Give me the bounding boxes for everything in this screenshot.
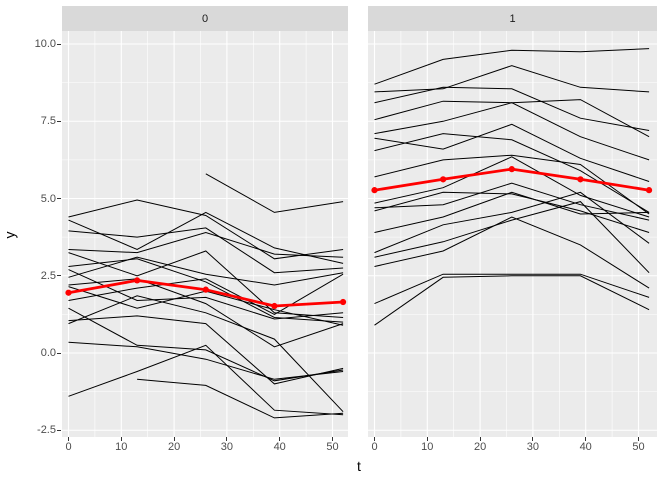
subject-line: [374, 48, 650, 85]
x-tick-mark: [226, 437, 228, 441]
facet-strip-label: 0: [201, 12, 209, 25]
subject-line: [374, 102, 650, 161]
x-tick-label: 30: [220, 441, 234, 453]
subject-line: [374, 191, 650, 233]
subject-line: [374, 191, 650, 254]
x-tick-mark: [332, 437, 333, 441]
y-tick-mark: [57, 120, 61, 122]
subject-line: [68, 269, 344, 320]
subject-line: [374, 156, 650, 218]
y-tick-label: 5.0: [40, 192, 56, 205]
y-tick-mark: [57, 429, 61, 431]
x-tick-label: 40: [579, 441, 592, 453]
facet-panel-1: [368, 31, 657, 437]
subject-line: [374, 273, 650, 305]
y-tick-mark: [57, 198, 61, 199]
x-tick-mark: [374, 437, 375, 441]
subject-line: [68, 258, 344, 323]
mean-point: [271, 302, 278, 310]
x-tick-mark: [279, 437, 281, 441]
subject-line: [68, 344, 344, 416]
y-tick-label: 0.0: [40, 347, 56, 359]
y-tick-label: 7.5: [40, 115, 56, 128]
mean-point: [202, 286, 209, 293]
x-axis-title: t: [357, 458, 361, 474]
facet-panel-0: [62, 31, 348, 437]
subject-line: [374, 133, 650, 213]
subject-line: [68, 273, 344, 315]
subject-line: [374, 154, 650, 215]
x-tick-label: 30: [526, 441, 540, 453]
facet-strip-1: 1: [368, 6, 657, 31]
x-tick-label: 50: [632, 441, 645, 453]
y-axis-title: y: [1, 231, 18, 239]
mean-point: [134, 277, 141, 284]
subject-line: [68, 231, 344, 258]
x-tick-mark: [426, 437, 428, 441]
y-tick-label: 10.0: [34, 38, 56, 50]
mean-point: [339, 298, 347, 306]
subject-line: [374, 99, 650, 138]
y-tick-label: -2.5: [37, 424, 56, 437]
x-tick-mark: [173, 437, 175, 441]
x-tick-label: 0: [371, 441, 378, 453]
x-tick-label: 10: [115, 441, 128, 453]
subject-line: [68, 341, 344, 380]
subject-line: [68, 227, 344, 274]
subject-line: [374, 86, 650, 131]
x-tick-label: 50: [326, 441, 339, 453]
subject-line: [374, 275, 650, 326]
x-tick-mark: [479, 437, 481, 441]
subject-line: [374, 123, 650, 182]
x-tick-mark: [532, 437, 534, 441]
x-tick-mark: [68, 437, 69, 441]
x-tick-label: 20: [473, 441, 487, 453]
mean-point: [65, 289, 72, 296]
mean-point: [577, 176, 584, 183]
subject-line: [68, 256, 344, 286]
subject-line: [68, 199, 344, 260]
x-tick-mark: [585, 437, 587, 441]
x-tick-label: 10: [421, 441, 434, 453]
subject-line: [68, 295, 344, 413]
subject-line: [68, 211, 344, 264]
facet-strip-0: 0: [62, 6, 348, 31]
y-tick-mark: [57, 43, 61, 45]
mean-point: [645, 187, 653, 194]
y-tick-label: 2.5: [40, 269, 56, 282]
subject-line: [374, 201, 650, 274]
y-tick-mark: [57, 275, 61, 277]
x-tick-label: 40: [273, 441, 286, 453]
mean-point: [440, 176, 447, 183]
subject-line: [374, 65, 650, 93]
x-tick-mark: [120, 437, 122, 441]
mean-point: [508, 166, 515, 173]
mean-point: [371, 187, 378, 194]
facet-strip-label: 1: [509, 12, 516, 25]
x-tick-mark: [638, 437, 639, 441]
subject-line: [374, 182, 650, 221]
subject-line: [137, 378, 344, 419]
subject-line: [68, 315, 344, 385]
subject-line: [68, 278, 344, 348]
subject-line: [205, 173, 344, 213]
x-tick-label: 20: [167, 441, 181, 453]
y-tick-mark: [57, 352, 61, 354]
subject-line: [374, 216, 650, 289]
x-tick-label: 0: [65, 441, 72, 453]
subject-line: [374, 191, 650, 233]
